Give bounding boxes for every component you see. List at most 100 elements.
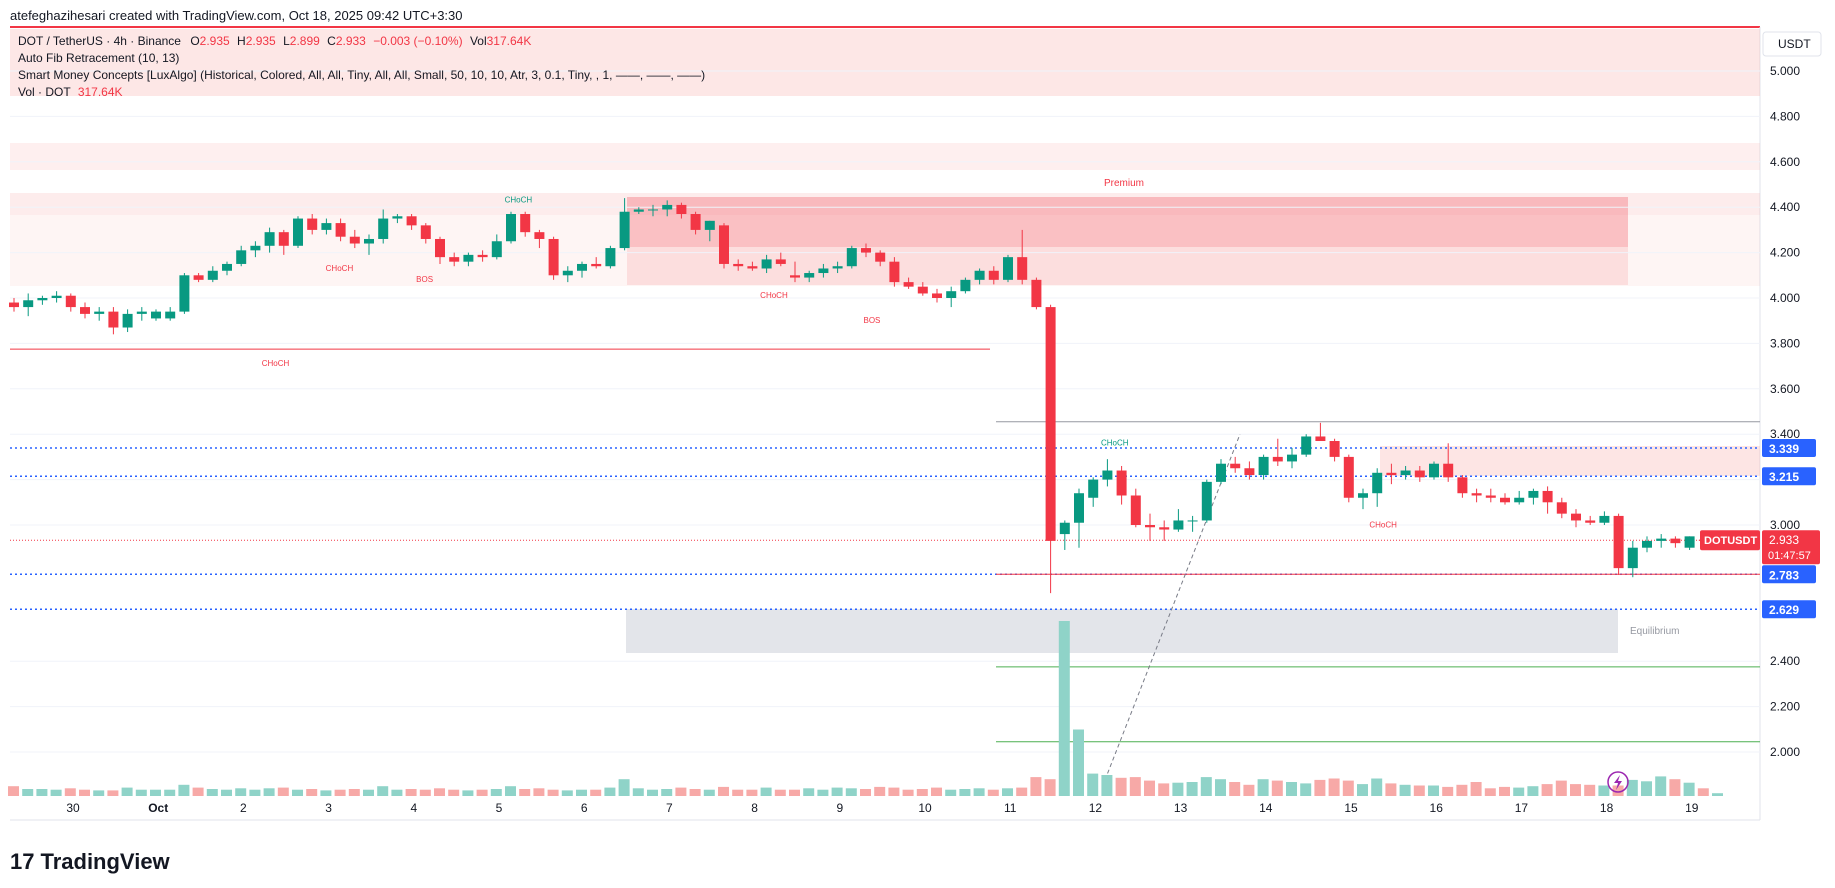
volume-bar	[632, 788, 644, 796]
candle-body	[1443, 463, 1454, 478]
ohlc-open-label: O	[190, 34, 200, 48]
volume-bar	[661, 789, 673, 796]
volume-bar	[1257, 779, 1269, 796]
candle-body	[1485, 495, 1496, 498]
volume-bar	[845, 788, 857, 796]
candle-body	[1414, 470, 1425, 478]
volume-bar	[874, 786, 886, 796]
candle-body	[1684, 536, 1695, 548]
volume-bar	[1527, 786, 1539, 796]
candle-body	[875, 252, 886, 262]
candle-body	[974, 270, 985, 280]
candle-body	[861, 248, 871, 253]
volume-bar	[1598, 785, 1610, 796]
candle-body	[1145, 525, 1155, 528]
candle-body	[1528, 490, 1539, 498]
time-axis-label: 4	[410, 801, 417, 815]
volume-bar	[817, 789, 829, 796]
volume-bar	[1144, 780, 1155, 796]
volume-bar	[689, 789, 701, 796]
candle-body	[1386, 472, 1397, 476]
tradingview-logo[interactable]: 17 TradingView	[10, 849, 170, 875]
price-axis-label: 3.000	[1770, 518, 1800, 532]
time-axis-label: Oct	[148, 801, 168, 815]
volume-bar	[888, 787, 900, 796]
structure-label: CHoCH	[760, 291, 788, 300]
volume-bar	[1570, 784, 1581, 796]
candle-body	[1017, 257, 1028, 280]
candle-body	[1003, 257, 1013, 280]
candle-body	[463, 254, 474, 262]
volume-bar	[178, 784, 190, 796]
ohlc-high-value: 2.935	[245, 34, 276, 48]
volume-bar	[1243, 784, 1255, 796]
time-axis-label: 10	[918, 801, 932, 815]
volume-bar	[1442, 786, 1454, 796]
time-axis-label: 3	[325, 801, 332, 815]
fib-price-tag-label: 2.783	[1769, 568, 1799, 582]
volume-bar	[1357, 784, 1368, 796]
candle-body	[165, 311, 176, 319]
symbol-name[interactable]: DOT / TetherUS · 4h · Binance	[18, 34, 181, 48]
candle-body	[1457, 477, 1468, 494]
premium-label: Premium	[1104, 178, 1144, 189]
chart-attribution: atefeghazihesari created with TradingVie…	[10, 8, 463, 23]
candle-body	[349, 236, 360, 244]
volume-bar	[916, 789, 928, 796]
price-axis-label: 3.600	[1770, 382, 1800, 396]
time-axis-label: 17	[1515, 801, 1529, 815]
candle-body	[1287, 454, 1297, 462]
structure-label: BOS	[416, 275, 433, 284]
volume-bar	[860, 789, 871, 796]
volume-bar	[1158, 783, 1170, 796]
price-axis-label: 3.800	[1770, 336, 1800, 350]
candle-body	[1343, 456, 1354, 498]
volume-bar	[703, 789, 715, 796]
volume-bar	[1399, 784, 1411, 796]
candle-body	[108, 311, 119, 328]
time-axis-label: 30	[66, 801, 80, 815]
time-axis-label: 5	[496, 801, 503, 815]
ohlc-low-value: 2.899	[289, 34, 320, 48]
volume-bar	[931, 787, 942, 796]
indicator-volume-legend[interactable]: Vol · DOT 317.64K	[18, 85, 123, 99]
volume-bar	[292, 789, 303, 796]
candle-body	[1642, 540, 1652, 548]
time-axis-label: 14	[1259, 801, 1273, 815]
volume-bar	[590, 789, 602, 796]
volume-bar	[760, 787, 772, 796]
volume-bar	[107, 790, 119, 796]
volume-bar	[1271, 780, 1283, 796]
candle-body	[1201, 481, 1212, 521]
time-axis-label: 7	[666, 801, 673, 815]
volume-bar	[1300, 783, 1312, 796]
volume-bar	[50, 789, 62, 796]
candle-body	[264, 232, 275, 246]
candle-body	[1258, 456, 1269, 476]
candle-body	[23, 300, 34, 308]
volume-bar	[150, 789, 161, 796]
indicator-fib-legend[interactable]: Auto Fib Retracement (10, 13)	[18, 51, 180, 65]
candle-body	[605, 248, 616, 267]
candle-body	[94, 311, 105, 314]
candle-body	[51, 295, 62, 298]
volume-bar	[121, 787, 133, 796]
ohlc-low-label: L	[283, 34, 290, 48]
indicator-smc-legend[interactable]: Smart Money Concepts [LuxAlgo] (Historic…	[18, 68, 706, 82]
lightning-icon	[1607, 771, 1629, 793]
candle-body	[946, 291, 957, 298]
candle-body	[577, 263, 587, 271]
symbol-legend[interactable]: DOT / TetherUS · 4h · Binance O2.935 H2.…	[18, 34, 531, 48]
candle-body	[960, 279, 971, 292]
volume-bar	[1328, 778, 1340, 796]
candle-body	[9, 302, 19, 308]
price-axis-label: 2.200	[1770, 700, 1800, 714]
supply-zone	[627, 197, 1628, 247]
volume-bar	[1655, 776, 1667, 796]
volume-value: 317.64K	[486, 34, 532, 48]
candle-body	[80, 307, 90, 314]
volume-bar	[1342, 780, 1354, 796]
candle-body	[1571, 513, 1581, 521]
